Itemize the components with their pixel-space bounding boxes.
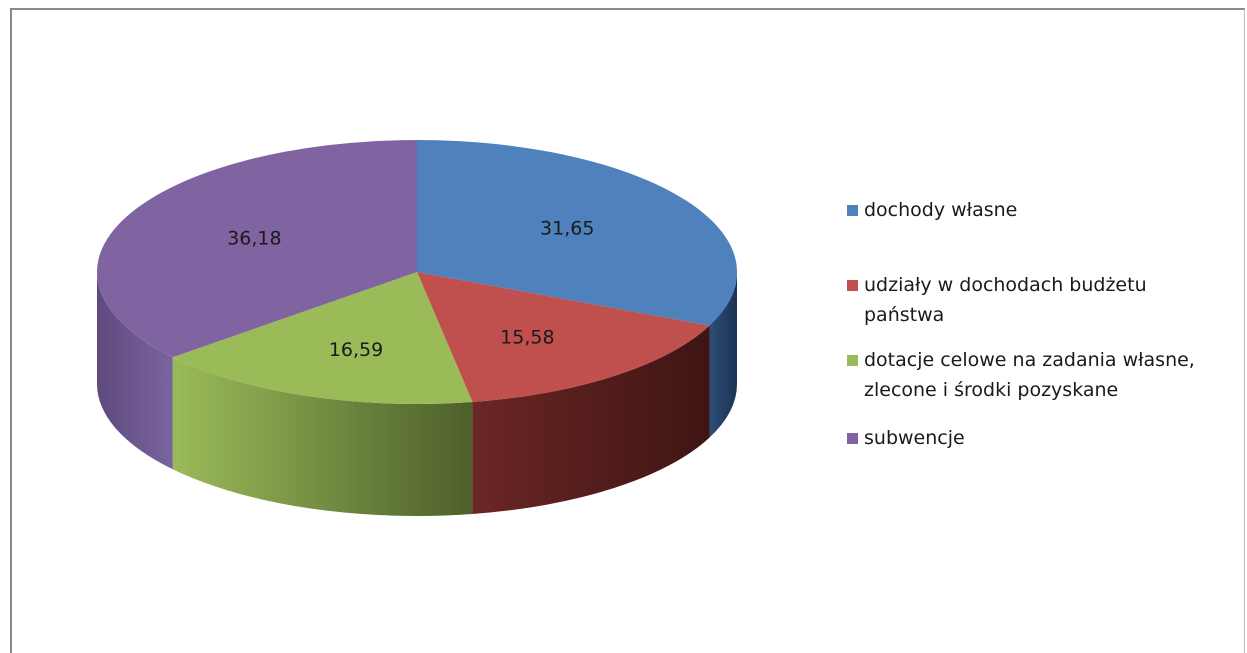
pie-side-1 <box>472 325 710 515</box>
pie-side-2 <box>172 357 473 516</box>
pie-tops <box>97 140 737 404</box>
legend-swatch-0 <box>847 205 858 216</box>
legend-swatch-2 <box>847 355 858 366</box>
legend-swatch-1 <box>847 280 858 291</box>
legend-label-1-line-1: państwa <box>864 304 945 326</box>
legend-item-2: dotacje celowe na zadania własne, zlecone… <box>847 345 1247 405</box>
data-label-1: 15,58 <box>500 326 554 348</box>
data-label-0: 31,65 <box>540 217 594 239</box>
pie-side-0 <box>709 272 737 438</box>
legend-label-2: dotacje celowe na zadania własne, zlecone… <box>864 345 1195 405</box>
legend-label-0-line-0: dochody własne <box>864 199 1018 221</box>
legend-label-3-line-0: subwencje <box>864 427 965 449</box>
pie-sides <box>97 272 737 516</box>
pie-side-3 <box>97 272 173 470</box>
data-label-2: 16,59 <box>329 339 383 361</box>
legend-label-1: udziały w dochodach budżetu państwa <box>864 270 1147 330</box>
pie-slice-3[interactable] <box>97 140 417 358</box>
legend-label-2-line-0: dotacje celowe na zadania własne, <box>864 349 1195 371</box>
legend-label-0: dochody własne <box>864 195 1017 225</box>
pie-data-labels: 31,65 15,58 16,59 36,18 <box>227 217 594 361</box>
pie-chart: 31,65 15,58 16,59 36,18 <box>97 140 737 516</box>
legend-item-1: udziały w dochodach budżetu państwa <box>847 270 1247 330</box>
pie-slice-1[interactable] <box>417 272 710 403</box>
legend-swatch-3 <box>847 433 858 444</box>
pie-slice-0[interactable] <box>417 140 737 326</box>
pie-slice-2[interactable] <box>172 272 473 404</box>
legend-item-3: subwencje <box>847 423 1247 453</box>
data-label-3: 36,18 <box>227 228 281 250</box>
legend-label-1-line-0: udziały w dochodach budżetu <box>864 274 1147 296</box>
legend-label-3: subwencje <box>864 423 965 453</box>
legend-label-2-line-1: zlecone i środki pozyskane <box>864 379 1119 401</box>
legend-item-0: dochody własne <box>847 195 1247 225</box>
chart-area: 31,65 15,58 16,59 36,18 dochody własne udzia… <box>10 8 1245 653</box>
